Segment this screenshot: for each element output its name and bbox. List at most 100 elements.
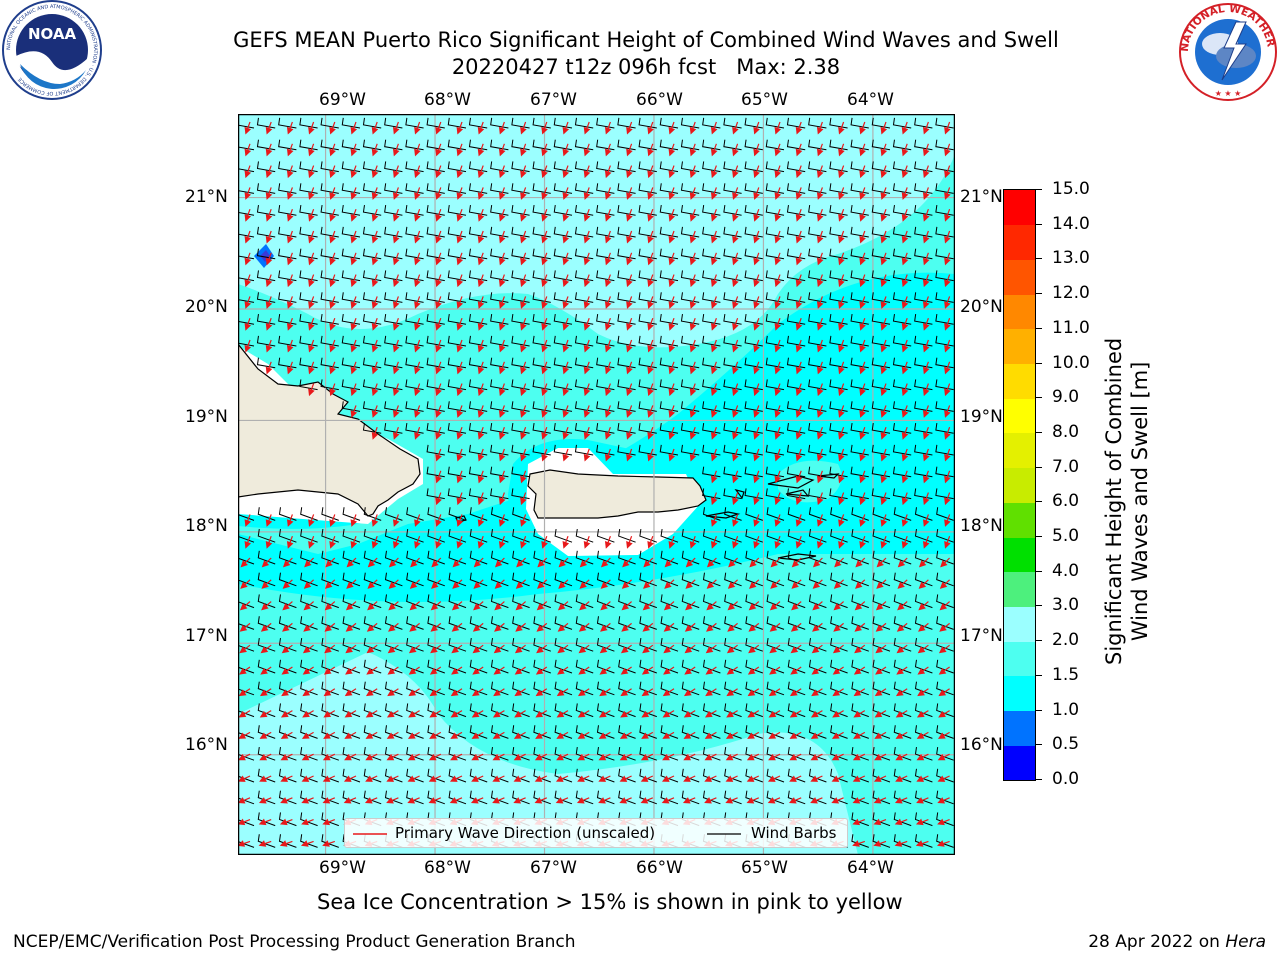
colorbar-segment <box>1004 641 1035 677</box>
wave-direction-arrowhead <box>726 646 735 654</box>
wave-direction-arrowhead <box>747 667 756 675</box>
wind-barb <box>427 790 445 805</box>
wave-direction-arrowhead <box>668 148 676 157</box>
wave-direction-arrowhead <box>392 410 400 418</box>
wave-direction-arrowhead <box>492 775 501 782</box>
wind-barb <box>618 659 636 674</box>
wave-direction-arrowhead <box>407 754 416 761</box>
wave-direction-arrowhead <box>541 257 548 266</box>
wave-direction-arrowhead <box>753 323 760 331</box>
wave-direction-arrowhead <box>880 323 888 331</box>
wave-direction-arrowhead <box>456 214 464 222</box>
wave-direction-arrowhead <box>880 410 888 418</box>
wind-barb <box>533 703 551 718</box>
wind-barb <box>787 703 806 718</box>
wave-direction-arrowhead <box>626 453 633 462</box>
wave-direction-arrowhead <box>386 710 395 718</box>
wave-direction-arrowhead <box>494 560 503 568</box>
wave-direction-arrowhead <box>647 192 654 200</box>
wind-barb <box>278 572 297 587</box>
wave-direction-arrowhead <box>918 624 926 632</box>
wind-barb <box>278 616 297 630</box>
wave-direction-arrowhead <box>768 732 777 739</box>
wave-direction-arrowhead <box>281 646 290 654</box>
wave-direction-arrowhead <box>896 646 905 654</box>
wind-barb <box>830 703 848 718</box>
wind-barb <box>342 790 361 805</box>
wind-barb <box>851 746 869 761</box>
wind-barb <box>490 790 509 805</box>
wave-direction-arrowhead <box>810 754 819 761</box>
map-subtitle: 20220427 t12z 096h fcst Max: 2.38 <box>451 55 841 79</box>
wave-direction-arrowhead <box>329 541 336 549</box>
wave-direction-arrowhead <box>626 301 633 309</box>
wave-direction-arrowhead <box>261 603 269 611</box>
wave-direction-arrowhead <box>435 126 442 135</box>
wave-direction-arrowhead <box>689 235 697 244</box>
wave-direction-arrowhead <box>944 279 951 288</box>
wave-direction-arrowhead <box>308 170 315 179</box>
wind-barb <box>808 637 827 652</box>
wind-barb <box>575 681 594 696</box>
wind-barb <box>872 834 891 848</box>
wave-direction-arrowhead <box>583 388 591 397</box>
wind-barb <box>745 550 763 565</box>
wave-direction-arrowhead <box>371 301 379 309</box>
wave-direction-arrowhead <box>392 432 400 440</box>
wind-barb <box>406 659 424 674</box>
wave-direction-arrowhead <box>498 235 506 244</box>
wave-direction-arrowhead <box>816 475 824 484</box>
wave-direction-arrowhead <box>535 689 544 697</box>
wave-direction-arrowhead <box>410 560 418 568</box>
wave-direction-arrowhead <box>626 257 633 266</box>
wind-barb <box>321 768 339 783</box>
wave-direction-arrowhead <box>944 388 951 397</box>
wind-barb <box>490 572 509 587</box>
wave-direction-arrowhead <box>859 192 866 200</box>
wind-barb <box>512 616 530 630</box>
wave-direction-arrowhead <box>498 366 506 375</box>
wave-direction-arrowhead <box>265 366 273 375</box>
footer-machine: Hera <box>1225 932 1266 952</box>
wave-direction-arrowhead <box>365 754 374 761</box>
wind-barb <box>321 703 339 718</box>
wave-direction-arrowhead <box>641 667 650 675</box>
wave-direction-arrowhead <box>859 410 866 418</box>
wind-barb <box>384 616 403 630</box>
wave-direction-arrowhead <box>901 323 909 331</box>
wave-direction-arrowhead <box>562 323 570 331</box>
wave-direction-arrowhead <box>838 410 845 418</box>
wave-direction-arrowhead <box>473 581 481 589</box>
wind-barb <box>936 637 954 652</box>
wave-direction-arrowhead <box>265 279 273 288</box>
wave-direction-arrowhead <box>279 818 288 826</box>
wave-direction-arrowhead <box>768 689 777 697</box>
wind-barb <box>914 725 933 739</box>
wind-barb <box>533 637 551 652</box>
wave-direction-arrowhead <box>558 560 566 568</box>
wave-direction-arrowhead <box>684 689 692 697</box>
wave-direction-arrowhead <box>431 560 439 568</box>
wave-direction-arrowhead <box>604 170 612 179</box>
colorbar-segment <box>1004 363 1035 399</box>
wind-barb <box>914 703 933 718</box>
wave-direction-arrowhead <box>880 235 888 244</box>
wave-direction-arrowhead <box>392 541 400 549</box>
wave-direction-arrowhead <box>710 410 718 418</box>
wave-direction-arrowhead <box>604 235 612 244</box>
wave-direction-arrowhead <box>620 689 629 697</box>
wave-direction-arrowhead <box>944 214 951 222</box>
wave-direction-arrowhead <box>282 603 290 611</box>
wave-direction-arrowhead <box>498 214 506 222</box>
wind-barb <box>321 616 339 630</box>
wave-direction-arrowhead <box>668 410 676 418</box>
wave-direction-arrowhead <box>922 126 930 135</box>
wave-direction-arrowhead <box>456 432 464 440</box>
wave-direction-arrowhead <box>279 840 288 847</box>
wave-direction-arrowhead <box>329 235 336 244</box>
wind-barb <box>681 594 700 609</box>
wave-direction-arrowhead <box>301 797 310 804</box>
wave-direction-arrowhead <box>838 170 845 179</box>
wave-direction-arrowhead <box>704 732 713 739</box>
wind-barb <box>596 681 615 696</box>
